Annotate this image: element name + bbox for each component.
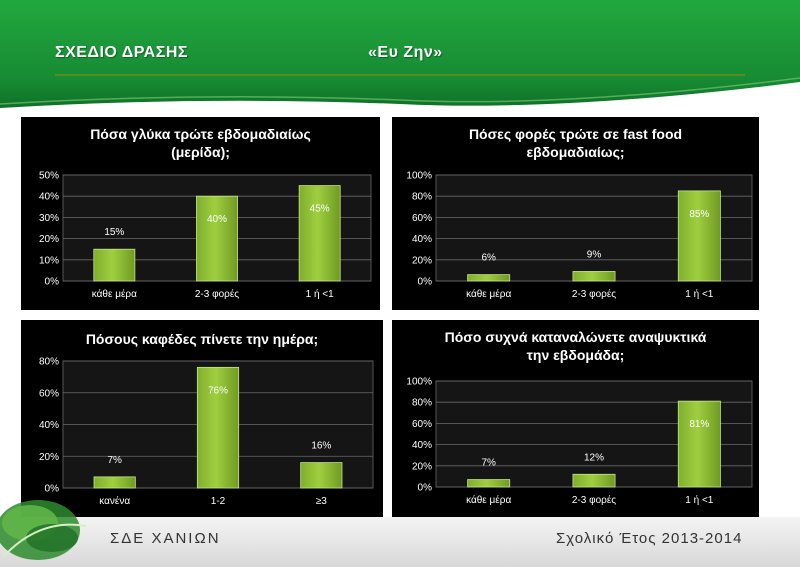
chart-fast-food: 0% 20% 40% 60% 80% 100% 6% κάθε μέρα 9% 2-3 φορές… (406, 171, 753, 300)
data-label: 45% (310, 204, 330, 215)
x-tick-label: κανένα (99, 495, 130, 507)
y-tick-label: 40% (412, 440, 432, 451)
y-tick-label: 20% (39, 234, 59, 245)
y-tick-label: 40% (412, 234, 432, 245)
data-label: 85% (689, 209, 709, 220)
x-tick-label: 1 ή <1 (685, 288, 714, 300)
y-tick-label: 20% (39, 452, 59, 463)
bar (300, 462, 343, 489)
y-tick-label: 20% (412, 255, 432, 266)
bar (298, 185, 341, 282)
y-tick-label: 60% (39, 388, 59, 399)
y-tick-label: 60% (412, 419, 432, 430)
x-tick-label: 2-3 φορές (572, 494, 616, 506)
footer-organization: ΣΔΕ ΧΑΝΙΩΝ (110, 530, 221, 547)
y-tick-label: 0% (45, 484, 60, 495)
header-subtitle: «Ευ Ζην» (368, 44, 443, 61)
chart-sweets: 0% 10% 20% 30% 40% 50% 15% κάθε μέρα 40% 2-3 φορέ… (39, 171, 372, 300)
x-tick-label: 2-3 φορές (195, 288, 239, 300)
y-tick-label: 50% (39, 171, 59, 182)
chart-title: Πόσο συχνά καταναλώνετε αναψυκτικά την ε… (444, 329, 707, 363)
chart-title: Πόσους καφέδες πίνετε την ημέρα; (85, 331, 319, 347)
x-tick-label: 1 ή <1 (685, 494, 714, 506)
header-divider (55, 74, 745, 76)
y-tick-label: 100% (406, 377, 432, 388)
bar (93, 476, 136, 489)
chart-panel-fast-food: Πόσες φορές τρώτε σε fast food εβδομαδια… (392, 117, 759, 310)
data-label: 40% (207, 214, 227, 225)
bar (196, 366, 240, 489)
chart-title: Πόσες φορές τρώτε σε fast food εβδομαδια… (468, 126, 683, 160)
footer-band (0, 517, 800, 567)
data-label: 7% (481, 458, 496, 469)
y-tick-label: 80% (412, 192, 432, 203)
bar (572, 473, 616, 488)
header-title: ΣΧΕΔΙΟ ΔΡΑΣΗΣ (55, 44, 188, 61)
x-tick-label: 1 ή <1 (306, 288, 335, 300)
bar (93, 248, 136, 282)
chart-soft-drinks: 0% 20% 40% 60% 80% 100% 7% κάθε μέρα 12% 2-3 φορέ… (406, 377, 753, 506)
y-tick-label: 0% (418, 277, 433, 288)
chart-panel-sweets: Πόσα γλύκα τρώτε εβδομαδιαίως (μερίδα); … (21, 117, 380, 310)
x-tick-label: ≥3 (316, 496, 327, 507)
chart-panel-soft-drinks: Πόσο συχνά καταναλώνετε αναψυκτικά την ε… (392, 320, 759, 517)
bar (677, 190, 721, 282)
y-tick-label: 30% (39, 213, 59, 224)
data-label: 9% (587, 249, 602, 260)
data-label: 15% (104, 227, 124, 238)
data-label: 12% (584, 452, 604, 463)
y-tick-label: 40% (39, 192, 59, 203)
y-tick-label: 40% (39, 420, 59, 431)
y-tick-label: 10% (39, 255, 59, 266)
y-tick-label: 80% (412, 398, 432, 409)
bar (196, 195, 238, 282)
chart-coffee: 0% 20% 40% 60% 80% 7% κανένα 76% 1-2 16% ≥3 (39, 357, 374, 507)
data-label: 16% (311, 441, 331, 452)
x-tick-label: κάθε μέρα (92, 288, 137, 300)
data-label: 81% (689, 419, 709, 430)
bar (467, 274, 511, 282)
leaf-logo (0, 500, 87, 560)
data-label: 76% (208, 385, 228, 396)
data-label: 7% (107, 455, 122, 466)
bar (467, 479, 511, 488)
y-tick-label: 0% (45, 277, 60, 288)
y-tick-label: 0% (418, 483, 433, 494)
bar (572, 271, 616, 282)
footer-school-year: Σχολικό Έτος 2013-2014 (556, 530, 743, 547)
x-tick-label: κάθε μέρα (466, 288, 511, 300)
data-label: 6% (481, 253, 496, 264)
y-tick-label: 20% (412, 461, 432, 472)
chart-panel-coffee: Πόσους καφέδες πίνετε την ημέρα; 0% 20% 40… (21, 320, 383, 517)
x-tick-label: κάθε μέρα (466, 494, 511, 506)
x-tick-label: 1-2 (211, 496, 226, 507)
y-tick-label: 80% (39, 357, 59, 368)
y-tick-label: 100% (406, 171, 432, 182)
bar (677, 400, 721, 488)
y-tick-label: 60% (412, 213, 432, 224)
chart-title: Πόσα γλύκα τρώτε εβδομαδιαίως (μερίδα); (90, 126, 311, 160)
x-tick-label: 2-3 φορές (572, 288, 616, 300)
header-banner (0, 0, 800, 108)
